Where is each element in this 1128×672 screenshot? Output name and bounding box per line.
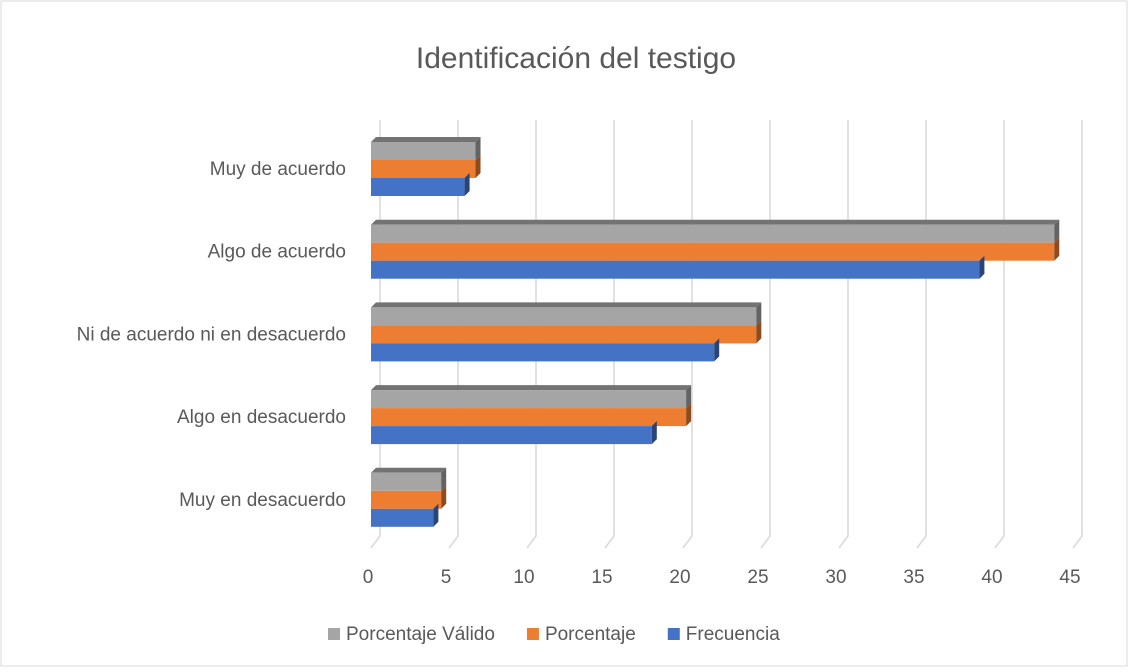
legend-label: Porcentaje Válido [346,624,495,645]
bar [371,160,476,178]
bar-side [651,421,657,445]
bar [371,224,1055,243]
y-tick-label: Algo de acuerdo [208,242,346,263]
y-tick-label: Ni de acuerdo ni en desacuerdo [77,324,346,345]
bar [371,490,442,509]
bar [371,307,757,326]
x-tick-label: 25 [747,567,768,588]
bar-top [371,302,762,308]
bar-side [756,302,762,326]
x-tick-label: 10 [513,567,534,588]
bar [371,408,687,427]
x-tick-label: 0 [363,567,374,588]
chart-title: Identificación del testigo [416,42,736,75]
bar-side [1054,237,1060,261]
y-tick-label: Muy de acuerdo [210,159,346,180]
legend-label: Porcentaje [545,624,636,645]
bar-side [1054,219,1060,243]
x-tick-label: 35 [903,567,924,588]
y-tick-label: Muy en desacuerdo [179,490,346,511]
bar-side [475,137,481,160]
x-tick-label: 15 [591,567,612,588]
bar-top [371,385,692,391]
x-tick-label: 5 [441,567,452,588]
bar [371,390,687,409]
bar-top [371,137,481,142]
bar-top [371,467,447,473]
bar-side [475,155,481,178]
bar-side [433,503,439,527]
grid-line [1072,120,1083,549]
bar-side [979,255,985,279]
bar [371,325,757,344]
bar-side [441,467,447,491]
bar-side [714,338,720,362]
legend-swatch [526,628,539,640]
x-tick-label: 45 [1059,567,1080,588]
bar [371,260,980,279]
bar-side [686,385,692,409]
bar-side [756,320,762,344]
bar-side [464,173,470,196]
x-tick-label: 40 [981,567,1002,588]
bar-side [441,485,447,509]
bar [371,142,476,160]
bar-top [371,219,1060,225]
legend-label: Frecuencia [686,624,780,645]
bar-side [686,403,692,427]
legend-swatch [667,628,680,640]
bar [371,242,1055,261]
bar [371,426,652,445]
legend-swatch [328,628,340,640]
bar [371,472,442,491]
x-tick-label: 20 [669,567,690,588]
y-tick-label: Algo en desacuerdo [177,407,346,428]
x-tick-label: 30 [825,567,846,588]
bar [371,343,715,362]
bar [371,178,465,196]
bar [371,508,434,527]
